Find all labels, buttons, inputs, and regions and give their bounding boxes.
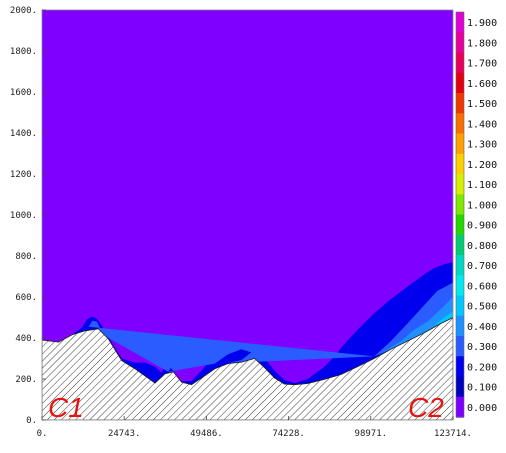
- colorbar-swatch: [456, 12, 464, 33]
- colorbar-swatch: [456, 153, 464, 175]
- y-tick-label: 400.: [15, 334, 37, 344]
- colorbar-swatch: [456, 133, 464, 155]
- colorbar-swatch: [456, 295, 464, 317]
- colorbar-label: 0.100: [467, 383, 497, 394]
- colorbar-swatch: [456, 275, 464, 297]
- colorbar-swatch: [456, 356, 464, 378]
- colorbar-swatch: [456, 52, 464, 74]
- y-axis: 0. 200. 400. 600. 800. 1000. 1200. 1400. 1600. 18…: [10, 6, 46, 426]
- colorbar-swatch: [456, 113, 464, 135]
- colorbar-swatch: [456, 194, 464, 216]
- x-tick-label: 98971.: [355, 429, 388, 439]
- y-tick-label: 2000.: [10, 6, 37, 16]
- colorbar-swatch: [456, 396, 464, 418]
- colorbar-swatch: [456, 32, 464, 54]
- colorbar-swatch: [456, 315, 464, 337]
- colorbar-label: 1.800: [467, 38, 497, 49]
- y-tick-label: 1800.: [10, 47, 37, 57]
- colorbar-label: 1.900: [467, 18, 497, 29]
- colorbar-swatch: [456, 376, 464, 398]
- y-tick-label: 200.: [15, 375, 37, 385]
- x-tick-label: 0.: [37, 429, 48, 439]
- colorbar-label: 0.600: [467, 281, 497, 292]
- colorbar-swatch: [456, 255, 464, 276]
- contour-layer: [42, 262, 453, 385]
- colorbar-label: 1.500: [467, 99, 497, 110]
- contour-band-0.200: [88, 282, 453, 374]
- colorbar-label: 0.700: [467, 261, 497, 272]
- colorbar-label: 0.000: [467, 403, 497, 414]
- colorbar-label: 1.300: [467, 140, 497, 151]
- colorbar-frame: [455, 11, 465, 418]
- colorbar-label: 0.400: [467, 322, 497, 333]
- colorbar: 1.900 1.800 1.700 1.600 1.500 1.400 1.300 1.200…: [455, 11, 497, 418]
- x-tick-label: 74228.: [272, 429, 305, 439]
- colorbar-label: 1.600: [467, 79, 497, 90]
- terrain-mask: [42, 317, 453, 420]
- colorbar-label: 0.500: [467, 302, 497, 313]
- x-tick-label: 24743.: [108, 429, 141, 439]
- colorbar-label: 1.100: [467, 180, 497, 191]
- colorbar-swatch: [456, 336, 464, 357]
- y-tick-label: 1400.: [10, 129, 37, 139]
- colorbar-swatch: [456, 93, 464, 114]
- colorbar-swatch: [456, 214, 464, 236]
- colorbar-label: 0.900: [467, 221, 497, 232]
- colorbar-label: 0.200: [467, 362, 497, 373]
- x-axis: 0. 24743. 49486. 74228. 98971. 123714.: [37, 416, 472, 439]
- colorbar-swatch: [456, 72, 464, 94]
- colorbar-label: 1.400: [467, 119, 497, 130]
- colorbar-label: 1.700: [467, 59, 497, 70]
- y-tick-label: 1200.: [10, 170, 37, 180]
- y-tick-label: 0.: [26, 416, 37, 426]
- colorbar-swatch: [456, 234, 464, 256]
- colorbar-label: 1.000: [467, 200, 497, 211]
- colorbar-swatch: [456, 174, 464, 195]
- y-tick-label: 600.: [15, 293, 37, 303]
- x-tick-label: 49486.: [190, 429, 223, 439]
- colorbar-label: 1.200: [467, 160, 497, 171]
- contour-band-0.400: [434, 311, 453, 326]
- x-tick-label: 123714.: [434, 429, 472, 439]
- y-tick-label: 1000.: [10, 211, 37, 221]
- annotation-c2: C2: [408, 392, 444, 423]
- colorbar-label: 0.300: [467, 342, 497, 353]
- colorbar-label: 0.800: [467, 241, 497, 252]
- y-tick-label: 800.: [15, 252, 37, 262]
- y-tick-label: 1600.: [10, 88, 37, 98]
- annotation-c1: C1: [48, 392, 84, 423]
